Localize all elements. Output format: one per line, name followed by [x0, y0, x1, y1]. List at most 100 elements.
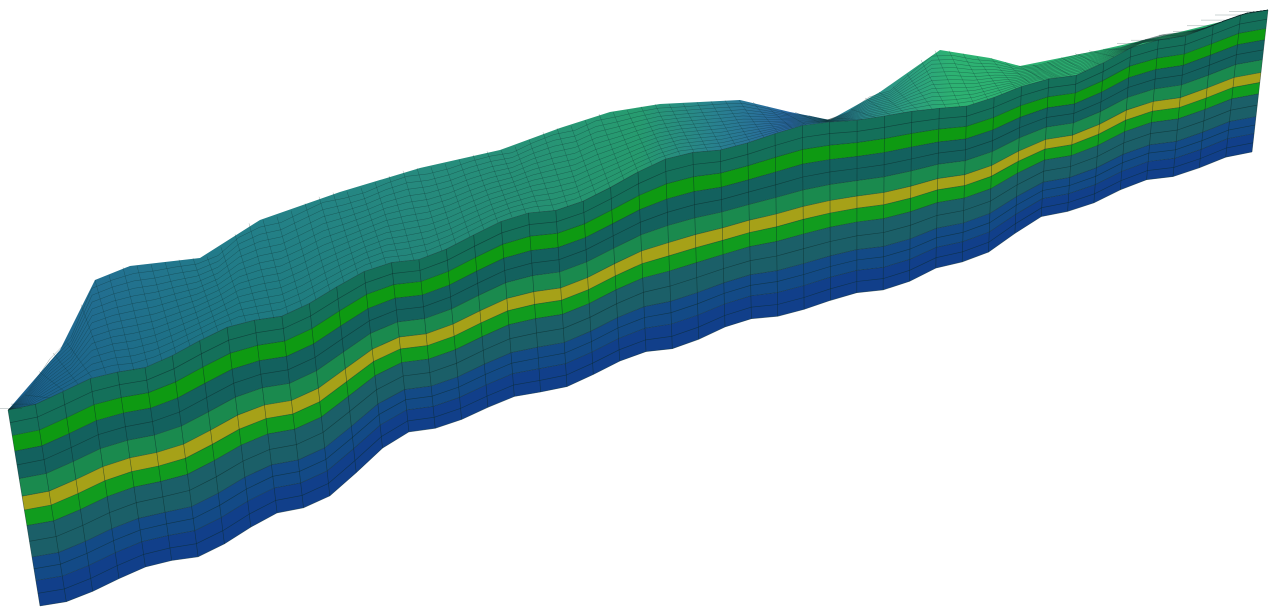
terrain-gridline — [878, 91, 905, 113]
mesh-gridlines — [0, 9, 1269, 607]
terrain-gridline — [220, 247, 247, 322]
terrain-gridline — [38, 371, 65, 392]
terrain-gridline — [808, 115, 835, 123]
terrain-gridline — [948, 50, 975, 105]
front-gridline — [1120, 47, 1132, 190]
front-gridline — [909, 111, 913, 282]
layer-band-1 — [8, 10, 1268, 436]
terrain-gridline — [7, 9, 1269, 411]
terrain-gridline — [710, 101, 737, 147]
front-gridline — [19, 59, 1263, 479]
terrain-gridline — [108, 275, 135, 371]
front-gridline — [637, 171, 647, 352]
front-gridline — [774, 133, 778, 317]
front-gridline — [39, 151, 1253, 607]
terrain-gridline — [52, 352, 79, 385]
front-gridline — [254, 320, 278, 513]
front-gridline — [610, 187, 620, 362]
terrain-gridline — [906, 73, 933, 110]
front-gridline — [1172, 35, 1187, 177]
terrain-gridline — [780, 110, 807, 125]
terrain-gridline — [1060, 57, 1087, 72]
terrain-gridline — [7, 9, 1269, 411]
front-gridline — [35, 404, 67, 602]
terrain-gridline — [7, 9, 1269, 411]
terrain-gridline — [864, 97, 891, 116]
front-gridline — [363, 271, 383, 449]
terrain-gridline — [248, 223, 275, 319]
terrain-gridline — [290, 210, 317, 300]
terrain-gridline — [682, 103, 709, 152]
front-gridline — [500, 221, 515, 397]
front-gridline — [37, 142, 1254, 594]
terrain-gridline — [472, 154, 499, 223]
terrain-gridline — [7, 9, 1269, 411]
front-gridline — [7, 9, 1269, 411]
front-gridline — [89, 378, 120, 579]
terrain-gridline — [304, 203, 331, 292]
terrain-gridline — [640, 106, 667, 160]
terrain-gridline — [318, 196, 345, 283]
front-gridline — [144, 367, 172, 561]
front-gridline — [692, 152, 699, 340]
front-gridline — [12, 28, 1266, 436]
terrain-gridline — [388, 175, 415, 261]
front-gridline — [281, 316, 304, 508]
terrain-gridline — [752, 101, 779, 133]
terrain-gridline — [332, 192, 359, 275]
terrain-gridline — [7, 9, 1269, 411]
terrain-gridline — [1018, 65, 1045, 80]
front-gridline — [1014, 86, 1022, 234]
terrain-gridline — [990, 57, 1017, 89]
front-gridline — [882, 115, 885, 290]
front-gridline — [961, 106, 967, 262]
terrain-gridline — [164, 261, 191, 347]
front-gridline — [446, 249, 462, 420]
terrain-gridline — [122, 267, 149, 367]
front-face-layers — [8, 10, 1268, 606]
layer-band-3 — [14, 39, 1265, 479]
terrain-gridline — [766, 106, 793, 129]
terrain-gridline — [7, 9, 1269, 411]
terrain-gridline — [402, 170, 429, 257]
terrain-gridline — [556, 128, 583, 202]
terrain-gridline — [206, 256, 233, 326]
terrain-gridline — [276, 216, 303, 308]
terrain-gridline — [1158, 34, 1185, 37]
terrain-gridline — [458, 159, 485, 230]
layer-band-9 — [35, 133, 1255, 606]
layer-band-4 — [19, 59, 1263, 497]
front-gridline — [747, 142, 752, 319]
terrain-gridline — [486, 151, 513, 218]
terrain-gridline — [1032, 64, 1059, 79]
terrain-gridline — [360, 187, 387, 264]
front-gridline — [1199, 25, 1214, 168]
front-gridline — [418, 259, 436, 429]
terrain-gridline — [542, 132, 569, 208]
terrain-gridline — [7, 9, 1269, 411]
front-gridline — [802, 125, 805, 310]
terrain-gridline — [570, 125, 597, 196]
front-gridline — [582, 201, 594, 375]
front-gridline — [391, 262, 410, 432]
terrain-gridline — [612, 111, 639, 173]
terrain-gridline — [598, 113, 625, 180]
terrain-gridline — [696, 102, 723, 150]
terrain-gridline — [416, 168, 443, 252]
terrain-gridline — [962, 53, 989, 100]
terrain-gridline — [668, 103, 695, 153]
terrain-gridline — [262, 219, 289, 315]
front-gridline — [665, 159, 673, 349]
terrain-gridline — [934, 50, 961, 108]
terrain-gridline — [976, 56, 1003, 95]
terrain-gridline — [178, 259, 205, 339]
front-gridline — [988, 97, 995, 253]
terrain-gridline — [654, 104, 681, 155]
terrain-gridline — [234, 234, 261, 321]
terrain-gridline — [1004, 61, 1031, 84]
terrain-gridline — [192, 258, 219, 332]
front-gridline — [33, 124, 1256, 570]
terrain-gridline — [136, 265, 163, 361]
